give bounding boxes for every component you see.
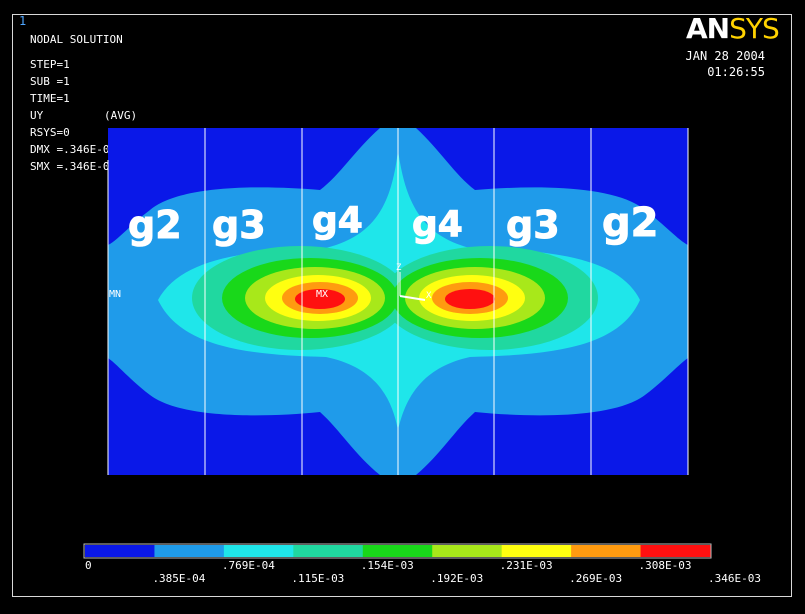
logo-part-an: AN xyxy=(686,12,730,45)
window-number: 1 xyxy=(19,14,27,28)
legend-swatch xyxy=(571,545,642,557)
legend-label: .385E-04 xyxy=(152,572,206,585)
annotation-label: g4 xyxy=(412,204,463,245)
legend-swatch xyxy=(432,545,503,557)
legend-swatch xyxy=(223,545,294,557)
sub-label: SUB =1 xyxy=(30,75,70,88)
viewport-frame xyxy=(12,14,792,597)
band-dark-top-left xyxy=(108,128,380,245)
legend-label: .269E-03 xyxy=(569,572,623,585)
legend-swatch xyxy=(154,545,225,557)
legend-label: .769E-04 xyxy=(221,559,275,572)
legend-label: .231E-03 xyxy=(499,559,553,572)
axis-x-label: X xyxy=(426,291,432,301)
date-label: JAN 28 2004 xyxy=(685,49,765,63)
logo-part-sys: SYS xyxy=(729,12,780,45)
min-marker: MN xyxy=(109,289,121,300)
legend-label: .115E-03 xyxy=(291,572,345,585)
section-lines xyxy=(107,128,689,475)
time-label: TIME=1 xyxy=(30,92,70,105)
smx-label: SMX =.346E-03 xyxy=(30,160,117,173)
step-label: STEP=1 xyxy=(30,58,70,71)
legend-label: .308E-03 xyxy=(638,559,692,572)
axis-z-label: Z xyxy=(396,263,402,273)
axis-triad xyxy=(399,272,426,301)
quantity-label: UY xyxy=(30,109,44,122)
legend-swatch xyxy=(85,545,155,557)
annotation-label: g2 xyxy=(602,200,658,246)
max-marker: MX xyxy=(316,289,328,300)
legend-label: 0 xyxy=(85,559,92,572)
legend-swatch xyxy=(640,545,711,557)
band-red-right xyxy=(445,289,495,309)
dmx-label: DMX =.346E-03 xyxy=(30,143,117,156)
band-dark-bottom-right xyxy=(416,358,688,475)
ansys-logo: ANSYS xyxy=(686,12,780,45)
legend-label: .346E-03 xyxy=(708,572,761,585)
annotation-label: g2 xyxy=(128,203,182,247)
legend-swatch xyxy=(501,545,572,557)
band-red-left xyxy=(295,289,345,309)
band-dark-top-right xyxy=(416,128,688,245)
legend-swatch xyxy=(293,545,364,557)
annotation-label: g3 xyxy=(212,203,266,247)
handwritten-annotations: g2 g3 g4 g4 g3 g2 xyxy=(128,200,659,248)
annotation-label: g3 xyxy=(506,203,560,247)
rsys-label: RSYS=0 xyxy=(30,126,70,139)
avg-label: (AVG) xyxy=(104,109,138,122)
axis-x-line xyxy=(399,295,426,301)
legend-swatch xyxy=(362,545,433,557)
legend-outline xyxy=(83,543,712,559)
legend-label: .192E-03 xyxy=(430,572,484,585)
legend-color-bar xyxy=(83,543,712,559)
band-dark-bottom-left xyxy=(108,358,380,475)
annotation-label: g4 xyxy=(312,200,363,241)
solution-label: NODAL SOLUTION xyxy=(30,33,123,46)
legend-label: .154E-03 xyxy=(360,559,414,572)
time-of-day-label: 01:26:55 xyxy=(707,65,765,79)
